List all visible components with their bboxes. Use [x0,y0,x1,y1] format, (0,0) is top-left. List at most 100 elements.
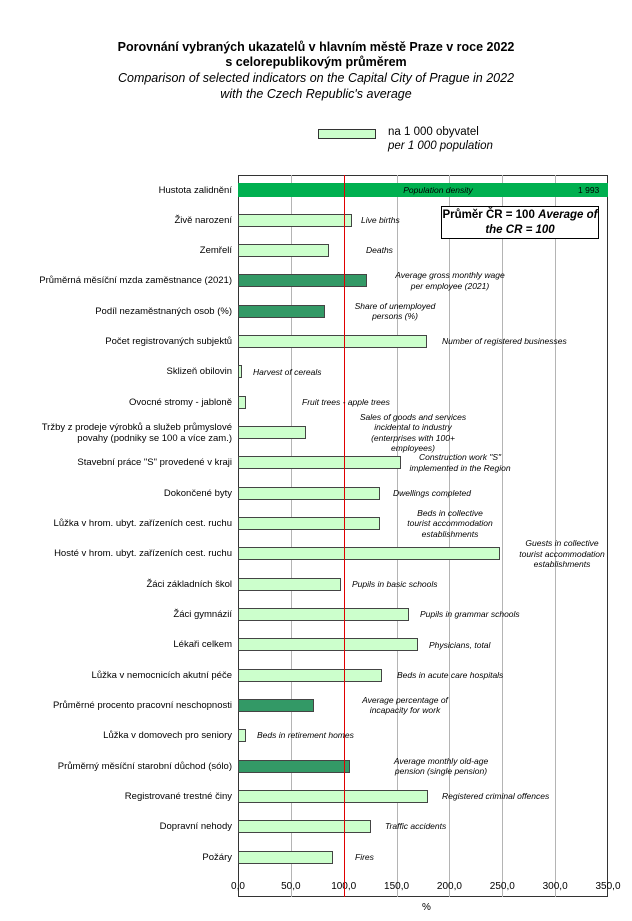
category-label-line: Průměrný měsíční starobní důchod (sólo) [57,760,232,772]
category-label: Hustota zalidnění [159,185,232,196]
category-label: Počet registrovaných subjektů [105,336,232,347]
category-label-en: Deaths [366,245,393,256]
x-axis-label: % [422,902,431,913]
bar [238,517,380,530]
gridline [502,175,504,897]
category-label-line: Hustota zalidnění [158,184,232,196]
category-label-en: Traffic accidents [385,821,446,832]
bar [238,335,427,349]
gridline [555,175,557,897]
category-label-en-line: Average gross monthly wage [395,270,505,281]
category-label-line: Žáci gymnázií [173,608,232,620]
category-label-en: Dwellings completed [393,488,471,499]
bar [238,365,243,379]
category-label-en-line: incidental to industry [374,422,452,433]
category-label: Podíl nezaměstnaných osob (%) [95,306,232,317]
category-label: Sklizeň obilovin [167,366,232,377]
category-label-en-line: Beds in retirement homes [257,730,354,741]
category-label-en-line: Harvest of cereals [253,366,322,377]
bar [238,395,247,409]
category-label: Hosté v hrom. ubyt. zařízeních cest. ruc… [54,548,232,559]
category-label-en-line: Sales of goods and services [359,411,467,422]
category-label: Lůžka v hrom. ubyt. zařízeních cest. ruc… [54,518,232,529]
category-label-en-line: tourist accommodation [519,548,605,559]
category-label-line: Dokončené byty [163,487,232,499]
category-label-en: Beds in retirement homes [257,730,354,741]
category-label: Průměrný měsíční starobní důchod (sólo) [58,761,232,772]
category-label-en-line: Registered criminal offences [442,791,550,802]
chart-title: Porovnání vybraných ukazatelů v hlavním … [117,40,515,54]
category-label-line: Dopravní nehody [159,821,232,833]
category-label-en: Registered criminal offences [442,791,549,802]
category-label-en-line: Beds in collective [417,507,483,518]
category-label-en-line: Deaths [366,245,393,256]
chart-subtitle: Comparison of selected indicators on the… [117,71,515,85]
category-label-line: Hosté v hrom. ubyt. zařízeních cest. ruc… [54,548,232,560]
category-label-line: povahy (podniky se 100 a více zam.) [77,432,232,444]
category-label: Lůžka v domovech pro seniory [103,730,232,741]
bar [238,486,380,500]
category-label-en: Guests in collective tourist accommodatio… [519,538,605,570]
category-label: Lékaři celkem [173,639,232,650]
bar [238,274,368,288]
category-label-en-line: Physicians, total [429,639,491,650]
category-label: Zemřelí [200,245,232,256]
category-label-en-line: Beds in acute care hospitals [397,669,504,680]
category-label-en: Harvest of cereals [253,367,322,378]
category-label-en-line: Guests in collective [525,538,599,549]
category-label-line: Živě narození [174,214,232,226]
reference-note-cz: Průměr ČR = 100 [442,209,535,221]
category-label-line: Průměrné procento pracovní neschopnosti [52,699,232,711]
category-label-line: Ovocné stromy - jabloně [129,396,232,408]
bar [238,850,334,864]
bar [238,456,402,470]
bar [238,607,409,621]
category-label-en: Number of registered businesses [442,336,567,347]
category-label: Lůžka v nemocnicích akutní péče [92,670,232,681]
category-label-line: Sklizeň obilovin [166,366,232,378]
category-label-line: Lékaři celkem [173,639,232,651]
data-label-density: 1 993 [578,184,600,195]
bar [238,759,351,773]
x-tick-label: 350,0 [595,881,621,892]
category-label-en-line: Average monthly old-age [393,755,489,766]
category-label-en-line: employees) [391,443,435,454]
bar [238,668,383,682]
legend-swatch [318,129,376,139]
legend-label-en: per 1 000 population [388,140,493,152]
bar [238,213,352,227]
category-label-line: Stavební práce "S" provedené v kraji [77,457,232,469]
gridline [449,175,451,897]
bar [238,426,306,440]
category-label-en: Fruit trees - apple trees [302,397,390,408]
gridline [396,175,398,897]
bar [238,547,501,561]
category-label-en-line: Traffic accidents [385,821,447,832]
category-label-en: Construction work "S" implemented in the … [409,452,510,473]
category-label-line: Požáry [202,851,232,863]
bar [238,729,247,743]
category-label-line: Počet registrovaných subjektů [105,336,232,348]
category-label-en: Population density [403,185,472,196]
x-tick-label: 50,0 [281,881,301,892]
bar [238,304,325,318]
category-label-en-line: establishments [533,559,591,570]
category-label-line: Podíl nezaměstnaných osob (%) [95,305,232,317]
bar [238,820,372,834]
category-label-en-line: (enterprises with 100+ [371,432,455,443]
category-label-en-line: Dwellings completed [393,487,471,498]
category-label-en: Average percentage of incapacity for work [362,695,448,716]
category-label-en: Live births [361,215,400,226]
category-label: Průměrná měsíční mzda zaměstnance (2021) [39,275,232,286]
category-label-en: Physicians, total [429,640,490,651]
chart-subtitle-line2: with the Czech Republic's average [220,87,412,101]
legend-label-cz: na 1 000 obyvatel [388,126,479,138]
category-label-en-line: Population density [403,184,473,195]
category-label-en-line: Pupils in grammar schools [420,609,520,620]
category-label-en-line: tourist accommodation [407,518,493,529]
category-label-en: Share of unemployed persons (%) [355,301,436,322]
category-label-en-line: Construction work "S" [418,452,502,463]
category-label: Živě narození [174,215,232,226]
category-label: Registrované trestné činy [125,791,232,802]
reference-note-box: Průměr ČR = 100 Average of the CR = 100 [441,206,599,239]
